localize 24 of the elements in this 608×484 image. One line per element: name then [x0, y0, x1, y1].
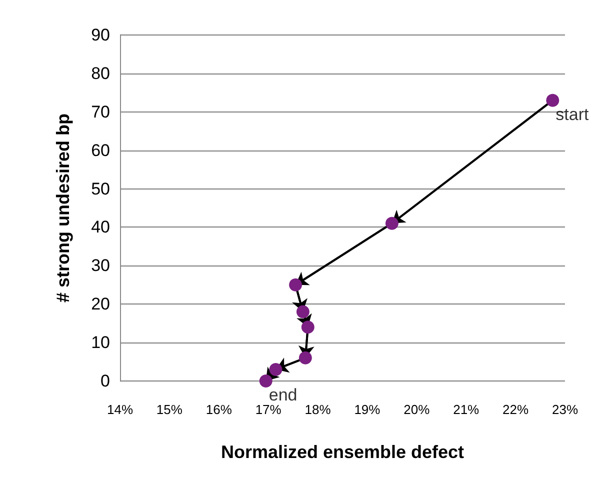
x-axis-title: Normalized ensemble defect: [220, 442, 464, 462]
y-tick-label: 10: [91, 333, 110, 352]
x-tick-label: 20%: [404, 402, 430, 417]
x-tick-label: 17%: [255, 402, 282, 417]
y-tick-label: 20: [91, 294, 110, 314]
y-tick-label: 40: [91, 218, 110, 237]
x-tick-label: 14%: [106, 402, 134, 417]
y-tick-label: 70: [91, 102, 110, 122]
x-tick-label: 16%: [206, 402, 232, 417]
x-tick-label: 19%: [354, 402, 381, 417]
x-tick-label: 15%: [156, 402, 183, 417]
y-tick-label: 0: [100, 372, 110, 390]
y-tick-label: 80: [91, 64, 110, 83]
y-tick-label: 50: [91, 179, 110, 198]
annotation: end: [268, 386, 298, 404]
x-tick-label: 23%: [552, 402, 578, 417]
x-tick-label: 18%: [304, 402, 332, 417]
y-tick-label: 60: [91, 140, 110, 160]
x-tick-label: 22%: [502, 402, 529, 417]
x-tick-label: 21%: [453, 402, 480, 417]
y-tick-label: 90: [91, 26, 110, 44]
y-axis-title: # strong undesired bp: [53, 113, 73, 303]
annotation: start: [556, 104, 589, 124]
y-tick-label: 30: [91, 256, 110, 276]
